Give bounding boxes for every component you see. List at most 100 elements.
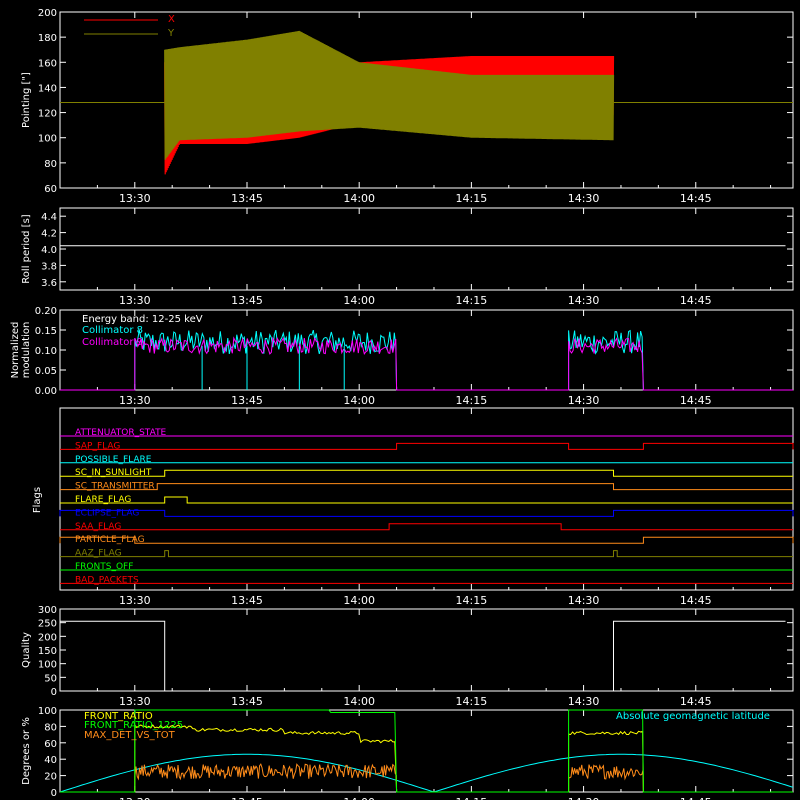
front-ratio-line [60,723,793,793]
y-tick-label: 4.2 [41,229,57,240]
legend-collimator-9: Collimator 9 [82,337,143,348]
x-tick-label: 14:45 [680,594,712,607]
flag-label-fronts-off: FRONTS_OFF [75,562,133,572]
x-tick-label: 13:30 [119,796,151,800]
x-tick-label: 14:00 [343,594,375,607]
y-tick-label: 0.00 [35,386,57,397]
legend-y-label: Y [167,28,175,39]
flag-line-sc-transmitter [60,483,793,491]
quality-panel: 0 50 100 150 200 250 300 13:30 13:45 14:00 14:15 14… [21,605,794,708]
front-ratio-1225-line [60,709,793,793]
modulation-ylabel-line2: modulation [21,322,32,379]
y-tick-label: 60 [44,184,57,195]
y-tick-label: 100 [38,134,57,145]
quality-line [60,620,786,692]
flag-line-particle-flag [59,536,794,544]
x-tick-label: 14:45 [680,695,712,708]
x-tick-label: 14:30 [568,394,600,407]
y-tick-label: 0.05 [35,366,57,377]
pointing-series-y [164,30,615,160]
legend-x-label: X [168,14,175,25]
legend-geomagnetic-latitude: Absolute geomagnetic latitude [616,711,770,722]
geomagnetic-latitude-line [59,753,794,793]
y-tick-label: 200 [38,8,57,19]
y-tick-label: 150 [38,646,57,657]
x-tick-label: 14:15 [456,796,488,800]
y-tick-label: 100 [38,660,57,671]
y-tick-label: 20 [44,772,57,783]
x-tick-label: 13:45 [231,796,263,800]
y-tick-label: 3.6 [41,278,57,289]
y-tick-label: 140 [38,83,57,94]
x-tick-label: 14:15 [456,294,488,307]
x-tick-label: 13:30 [119,192,151,205]
legend-front-ratio: FRONT_RATIO [84,711,153,722]
x-tick-label: 13:45 [231,594,263,607]
x-tick-label: 14:45 [680,192,712,205]
x-tick-label: 14:45 [680,796,712,800]
x-tick-label: 14:30 [568,594,600,607]
x-tick-label: 13:45 [231,294,263,307]
x-tick-label: 13:30 [119,594,151,607]
x-tick-label: 14:00 [343,796,375,800]
y-tick-label: 4.4 [41,212,57,223]
flag-label-sc-transmitter: SC_TRANSMITTER [75,482,155,492]
x-tick-label: 14:00 [343,294,375,307]
modulation-ylabel-line1: Normalized [10,322,21,379]
flag-label-attenuator-state: ATTENUATOR_STATE [75,428,167,438]
x-tick-label: 14:30 [568,695,600,708]
modulation-series-collimator-8 [60,329,793,391]
y-tick-label: 60 [44,739,57,750]
flag-line-flare-flag [60,496,793,504]
y-tick-label: 40 [44,755,57,766]
flags-ylabel: Flags [32,487,43,513]
roll-period-panel: 3.6 3.8 4.0 4.2 4.4 13:30 13:45 14:00 14:15 14:30… [21,207,794,307]
flag-label-saa-flag: SAA_FLAG [75,522,121,532]
x-tick-label: 14:15 [456,192,488,205]
x-tick-label: 14:15 [456,695,488,708]
flag-label-flare-flag: FLARE_FLAG [75,495,131,505]
ratios-panel: 0 20 40 60 80 100 13:30 13:45 14:00 14:15 14:30 14:… [21,706,794,800]
pointing-frame [59,11,794,189]
flag-label-bad-packets: BAD_PACKETS [75,575,139,585]
roll-period-ylabel: Roll period [s] [21,214,32,283]
energy-band-annotation: Energy band: 12-25 keV [82,314,203,325]
quality-ylabel: Quality [21,632,32,668]
y-tick-label: 160 [38,58,57,69]
x-tick-label: 13:30 [119,294,151,307]
y-tick-label: 50 [44,673,57,684]
y-tick-label: 0.15 [35,326,57,337]
flags-frame [59,407,794,591]
pointing-panel: 60 80 100 120 140 160 180 200 13:30 13:45 14:00 14:… [21,8,794,205]
x-tick-label: 14:15 [456,394,488,407]
flag-line-sc-in-sunlight [60,469,793,477]
modulation-panel: 0.00 0.05 0.10 0.15 0.20 13:30 13:45 14:00 14:15… [10,306,794,407]
y-tick-label: 80 [44,722,57,733]
y-tick-label: 100 [38,706,57,717]
modulation-series-collimator-9 [60,336,793,391]
y-tick-label: 4.0 [41,245,57,256]
y-tick-label: 180 [38,33,57,44]
flag-label-aaz-flag: AAZ_FLAG [75,549,122,559]
x-tick-label: 13:30 [119,394,151,407]
flag-line-eclipse-flag [59,509,794,517]
max-det-vs-tot-line [60,762,793,793]
y-tick-label: 200 [38,632,57,643]
x-tick-label: 13:45 [231,192,263,205]
flag-label-possible-flare: POSSIBLE_FLARE [75,455,152,465]
flag-line-sap-flag [60,442,794,450]
flag-line-aaz-flag [60,550,793,558]
x-tick-label: 14:00 [343,192,375,205]
x-tick-label: 14:45 [680,394,712,407]
x-tick-label: 14:15 [456,594,488,607]
x-tick-label: 13:30 [119,695,151,708]
x-tick-label: 14:00 [343,394,375,407]
flag-label-sc-in-sunlight: SC_IN_SUNLIGHT [75,468,152,478]
x-tick-label: 14:30 [568,192,600,205]
x-tick-label: 14:30 [568,294,600,307]
flag-line-saa-flag [60,523,793,531]
y-tick-label: 300 [38,605,57,616]
y-tick-label: 3.8 [41,261,57,272]
y-tick-label: 0.10 [35,346,57,357]
